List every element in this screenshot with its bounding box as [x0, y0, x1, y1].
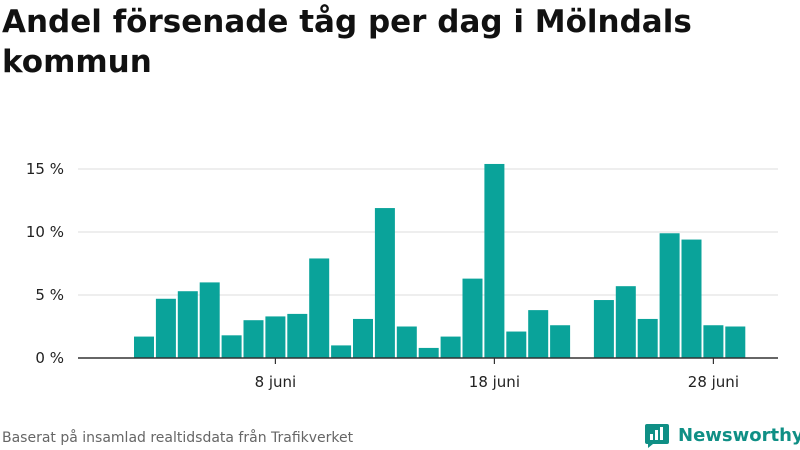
bar	[353, 318, 373, 358]
bar	[243, 320, 264, 358]
bar	[637, 318, 658, 358]
y-tick-label: 0 %	[35, 349, 64, 367]
bar	[528, 310, 549, 358]
x-tick-label: 18 juni	[469, 373, 520, 391]
chart-title: Andel försenade tåg per dag i Mölndals k…	[2, 4, 692, 80]
bar	[593, 300, 614, 358]
x-tick-label: 8 juni	[255, 373, 297, 391]
y-axis-labels: 0 % 5 % 10 % 15 %	[26, 160, 64, 367]
newsworthy-logo-icon	[645, 424, 669, 448]
bar	[659, 233, 680, 358]
bar-series	[134, 163, 746, 358]
bar	[309, 258, 330, 358]
brand-name: Newsworthy	[678, 424, 800, 446]
x-axis-ticks: 8 juni 18 juni 28 juni	[255, 358, 739, 391]
bar	[484, 163, 505, 358]
brand-logo: Newsworthy	[644, 421, 800, 449]
bar	[134, 336, 154, 358]
bar	[615, 286, 636, 358]
bar	[725, 326, 746, 358]
bar	[462, 278, 483, 358]
bar	[374, 208, 395, 358]
bar	[265, 316, 286, 358]
bar	[681, 239, 702, 358]
bar	[703, 325, 724, 358]
bar	[506, 331, 527, 358]
bar	[221, 335, 242, 358]
bar	[199, 282, 220, 358]
bar	[418, 347, 439, 358]
source-note: Baserat på insamlad realtidsdata från Tr…	[2, 430, 354, 446]
y-tick-label: 15 %	[26, 160, 64, 178]
bar	[440, 336, 461, 358]
y-tick-label: 5 %	[35, 286, 64, 304]
bar	[177, 291, 198, 358]
y-tick-label: 10 %	[26, 223, 64, 241]
bar	[331, 345, 352, 358]
bar	[155, 298, 176, 358]
x-tick-label: 28 juni	[688, 373, 739, 391]
bar	[287, 313, 308, 358]
bar	[550, 325, 571, 358]
bar-chart: 8 juni 18 juni 28 juni 0 % 5 % 10 % 15 %	[26, 160, 778, 391]
bar	[396, 326, 417, 358]
